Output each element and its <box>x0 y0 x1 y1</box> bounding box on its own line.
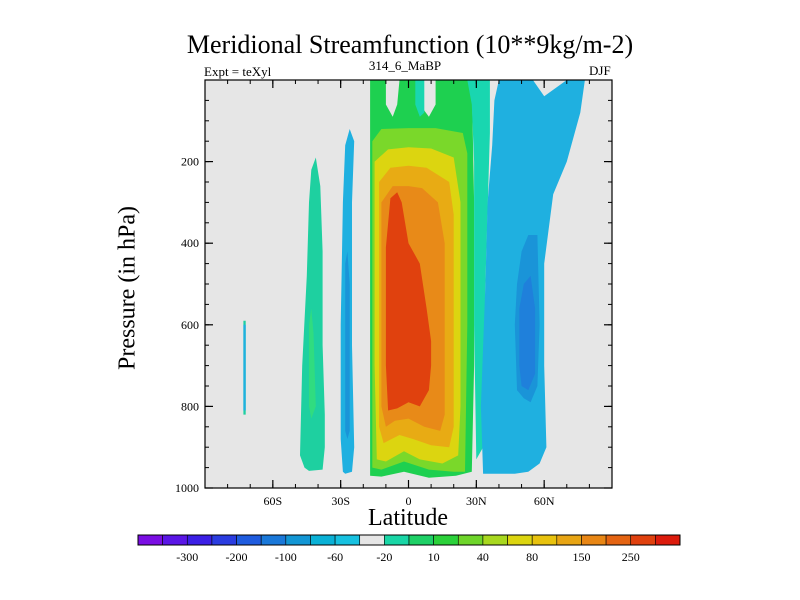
plot-area <box>205 80 612 488</box>
x-axis-label: Latitude <box>368 505 448 531</box>
colorbar-label: 80 <box>526 550 538 564</box>
colorbar-label: -100 <box>275 550 297 564</box>
colorbar: -300 -200 -100 -60 -20 10 40 80 150 250 <box>137 534 681 564</box>
experiment-label: Expt = teXyl <box>204 64 272 79</box>
colorbar-swatch <box>334 534 361 546</box>
colorbar-label: -200 <box>226 550 248 564</box>
season-label: DJF <box>589 63 611 78</box>
y-tick-label: 800 <box>181 399 199 413</box>
x-tick-label: 60N <box>534 494 555 508</box>
colorbar-label: 10 <box>428 550 440 564</box>
x-tick-label: 30N <box>466 494 487 508</box>
axes: 200 400 600 800 1000 60S 30S 0 30N 60N <box>175 79 613 508</box>
y-tick-label: 600 <box>181 318 199 332</box>
colorbar-swatch <box>433 534 459 546</box>
x-tick-label: 0 <box>406 494 412 508</box>
colorbar-label: 250 <box>622 550 640 564</box>
contour-band-60S-inner <box>243 324 246 411</box>
colorbar-label: 150 <box>572 550 590 564</box>
colorbar-swatch <box>186 534 213 546</box>
colorbar-swatch <box>457 534 484 546</box>
colorbar-swatch <box>162 534 188 546</box>
colorbar-swatch <box>236 534 262 546</box>
colorbar-swatch <box>260 534 287 546</box>
colorbar-label: -300 <box>176 550 198 564</box>
colorbar-swatch <box>531 534 558 546</box>
colorbar-swatch <box>605 534 632 546</box>
colorbar-swatch <box>310 534 336 546</box>
colorbar-swatch <box>507 534 533 546</box>
x-tick-label: 60S <box>263 494 282 508</box>
x-tick-label: 30S <box>331 494 350 508</box>
y-tick-label: 1000 <box>175 481 199 495</box>
colorbar-swatch <box>581 534 607 546</box>
colorbar-swatch <box>384 534 410 546</box>
contour-band-40S-outer <box>300 157 325 471</box>
contour-nh-cyan-top <box>415 80 425 117</box>
y-tick-label: 200 <box>181 155 199 169</box>
center-subtitle: 314_6_MaBP <box>368 58 442 73</box>
colorbar-swatch <box>630 534 656 546</box>
colorbar-swatch <box>359 534 385 546</box>
colorbar-swatch <box>408 534 434 546</box>
colorbar-label: 40 <box>477 550 489 564</box>
colorbar-swatch <box>482 534 508 546</box>
colorbar-swatch <box>211 534 237 546</box>
contour-band-25S-inner <box>345 251 350 439</box>
colorbar-swatch <box>137 534 163 546</box>
contour-band-40S-inner <box>309 308 316 419</box>
colorbar-swatch <box>556 534 582 546</box>
colorbar-swatch <box>655 534 681 546</box>
colorbar-swatch <box>285 534 311 546</box>
colorbar-frame <box>137 534 681 546</box>
colorbar-label: -60 <box>327 550 343 564</box>
colorbar-label: -20 <box>376 550 392 564</box>
contour-nh-blue-deep <box>519 275 536 391</box>
y-tick-label: 400 <box>181 236 199 250</box>
chart-title: Meridional Streamfunction (10**9kg/m-2) <box>186 30 634 59</box>
contour-tropical-red <box>385 192 432 411</box>
